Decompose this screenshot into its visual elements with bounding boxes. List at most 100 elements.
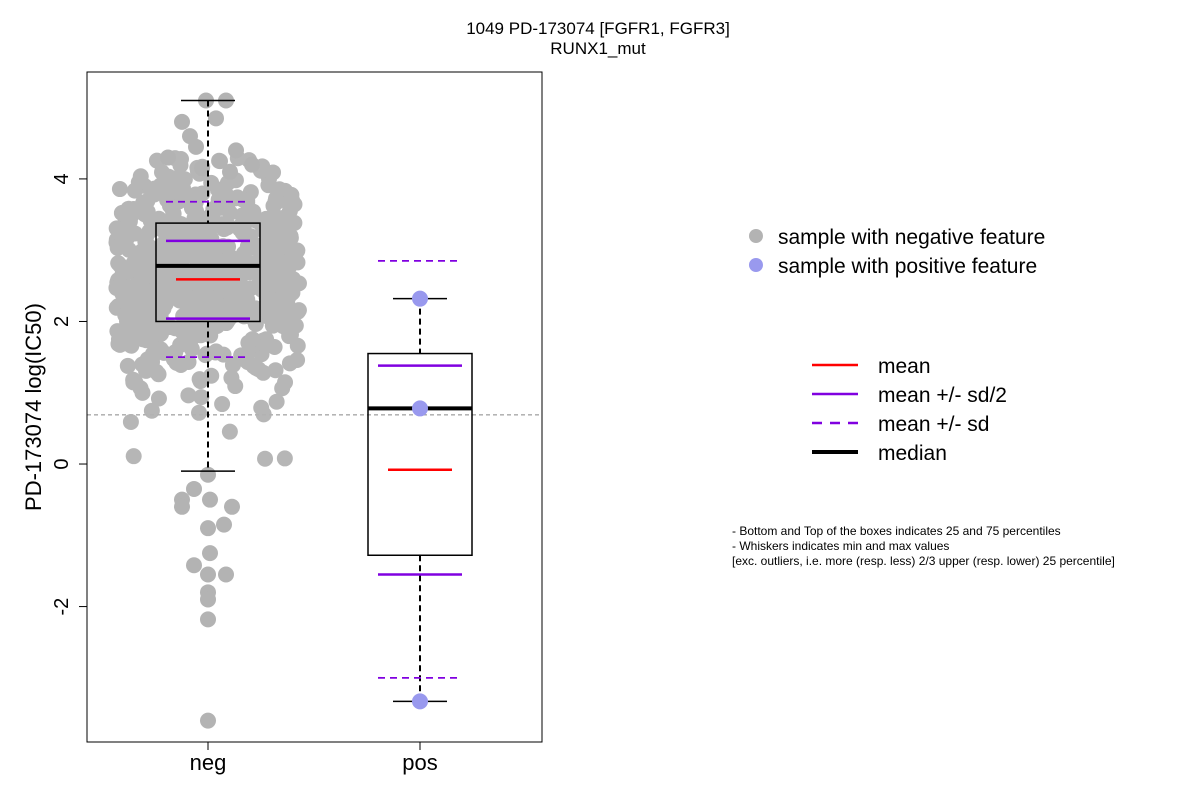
legend-label: mean (878, 355, 931, 378)
neg-point (224, 498, 240, 515)
neg-point (207, 344, 224, 361)
neg-point-cloud (108, 150, 307, 467)
pos-point (412, 290, 428, 307)
neg-point (152, 341, 169, 358)
legend-label: median (878, 442, 947, 465)
neg-point (228, 142, 244, 159)
neg-point (110, 331, 127, 348)
neg-point (152, 282, 169, 299)
neg-point (202, 491, 218, 508)
neg-point (200, 466, 216, 483)
neg-point (174, 113, 190, 130)
neg-point (249, 237, 266, 254)
neg-point (161, 197, 178, 214)
neg-point (200, 591, 216, 608)
legend-label: sample with positive feature (778, 255, 1037, 278)
neg-point (120, 263, 137, 280)
neg-point (271, 181, 288, 198)
pos-point (412, 400, 428, 417)
neg-point (191, 404, 208, 421)
neg-point (262, 310, 279, 327)
neg-point (277, 374, 294, 391)
note-line: [exc. outliers, i.e. more (resp. less) 2… (732, 554, 1115, 568)
neg-point (244, 156, 260, 173)
neg-point (205, 201, 222, 218)
neg-point (139, 192, 156, 209)
neg-point (200, 566, 216, 583)
y-tick-label: 0 (51, 458, 73, 469)
neg-point (268, 393, 285, 410)
neg-point (191, 301, 208, 318)
y-tick-label: -2 (51, 598, 73, 616)
neg-point (119, 357, 136, 374)
neg-point (276, 450, 293, 467)
neg-point (234, 191, 251, 208)
neg-point (150, 390, 167, 407)
legend-marker (749, 229, 763, 243)
neg-point (160, 149, 176, 166)
neg-point (266, 210, 283, 227)
neg-point (114, 205, 131, 222)
neg-point (216, 516, 232, 533)
y-tick-label: 4 (51, 173, 73, 184)
neg-point (267, 193, 284, 210)
neg-point (111, 181, 128, 198)
note-line: - Bottom and Top of the boxes indicates … (732, 524, 1061, 538)
neg-point (108, 220, 125, 237)
neg-point (202, 545, 218, 562)
neg-point (200, 712, 216, 729)
neg-point (206, 290, 223, 307)
neg-point (208, 110, 224, 127)
neg-point (190, 327, 207, 344)
neg-point (200, 520, 216, 537)
neg-point (199, 238, 216, 255)
plot-frame (86, 71, 543, 743)
neg-point (275, 221, 292, 238)
chart-subtitle: RUNX1_mut (550, 39, 646, 58)
neg-point (255, 222, 272, 239)
neg-point (234, 207, 251, 224)
neg-point (187, 208, 204, 225)
neg-point (250, 361, 267, 378)
neg-point (259, 336, 276, 353)
neg-point (109, 239, 126, 256)
neg-point (191, 187, 208, 204)
neg-point (157, 295, 174, 312)
neg-point (172, 356, 189, 373)
neg-point (122, 413, 139, 430)
neg-point (143, 312, 160, 329)
neg-point (259, 266, 276, 283)
neg-point (203, 367, 220, 384)
neg-point (194, 160, 210, 177)
neg-point (222, 163, 238, 180)
neg-point (200, 611, 216, 628)
neg-point (124, 315, 141, 332)
box-pos (367, 352, 473, 557)
neg-point (223, 369, 240, 386)
legend-marker (749, 258, 763, 272)
neg-point (227, 303, 244, 320)
neg-point (253, 281, 270, 298)
neg-point (267, 362, 284, 379)
neg-point (212, 153, 228, 170)
neg-point (285, 273, 302, 290)
neg-point (221, 423, 238, 440)
neg-point (188, 138, 204, 155)
chart-notes: - Bottom and Top of the boxes indicates … (732, 524, 1115, 569)
legend-label: mean +/- sd (878, 413, 989, 436)
neg-point (259, 297, 276, 314)
neg-point (203, 174, 220, 191)
neg-point (234, 224, 251, 241)
neg-point (281, 355, 298, 372)
neg-point (177, 266, 194, 283)
neg-point (280, 259, 297, 276)
neg-point (236, 351, 253, 368)
neg-point (190, 255, 207, 272)
neg-point (130, 174, 147, 191)
x-tick-label: neg (190, 750, 227, 775)
x-tick-label: pos (402, 750, 437, 775)
box-neg (155, 222, 261, 323)
neg-point (218, 566, 234, 583)
neg-point (193, 288, 210, 305)
